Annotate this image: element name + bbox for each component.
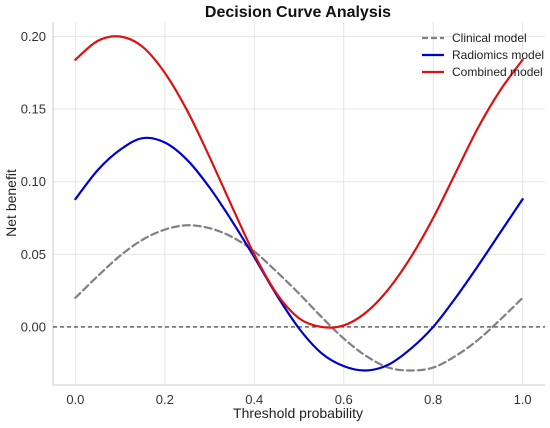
legend-label: Clinical model — [452, 31, 527, 45]
axes — [52, 22, 545, 386]
legend-label: Combined model — [452, 65, 543, 79]
series-lines — [74, 35, 524, 372]
x-ticks: 0.0 0.2 0.4 0.6 0.8 1.0 — [66, 392, 531, 407]
series-line-clinical-model — [74, 224, 524, 372]
y-tick-label: 0.15 — [21, 102, 46, 117]
legend: Clinical model Radiomics model Combined mo… — [422, 31, 544, 79]
legend-label: Radiomics model — [452, 48, 544, 62]
grid — [53, 22, 545, 385]
y-tick-label: 0.20 — [21, 29, 46, 44]
x-tick-label: 0.8 — [424, 392, 442, 407]
x-tick-label: 0.6 — [335, 392, 353, 407]
x-tick-label: 0.0 — [66, 392, 84, 407]
x-tick-label: 0.2 — [156, 392, 174, 407]
x-tick-label: 1.0 — [514, 392, 532, 407]
y-tick-label: 0.00 — [21, 319, 46, 334]
y-ticks: 0.00 0.05 0.10 0.15 0.20 — [21, 29, 46, 334]
chart-title: Decision Curve Analysis — [205, 4, 391, 21]
y-tick-label: 0.05 — [21, 247, 46, 262]
series-line-radiomics-model — [74, 136, 524, 372]
series-line-combined-model — [74, 35, 524, 329]
x-tick-label: 0.4 — [245, 392, 263, 407]
y-tick-label: 0.10 — [21, 174, 46, 189]
x-axis-label: Threshold probability — [233, 405, 363, 421]
y-axis-label: Net benefit — [3, 169, 19, 237]
